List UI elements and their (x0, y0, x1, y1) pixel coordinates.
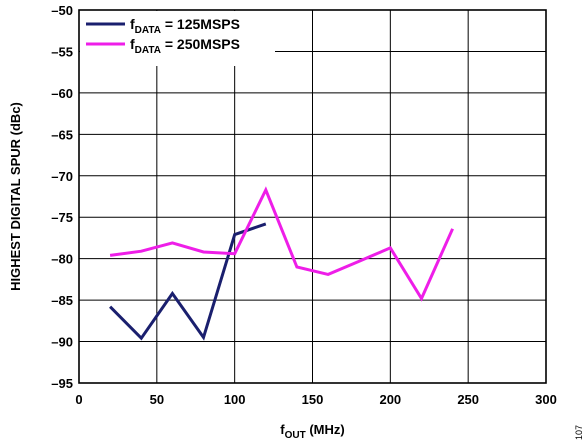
y-tick-label: –90 (51, 335, 73, 350)
x-axis-title-main: f (280, 422, 285, 437)
x-tick-label: 200 (379, 392, 401, 407)
plot-frame (78, 9, 547, 384)
x-axis-title-unit: (MHz) (306, 422, 345, 437)
legend-label-2: fDATA = 250MSPS (130, 36, 240, 56)
legend-background (80, 11, 275, 66)
figure-id: 107 (574, 425, 584, 440)
x-tick-label: 300 (535, 392, 557, 407)
y-tick-label: –60 (51, 86, 73, 101)
legend-label-subscript: DATA (135, 25, 161, 36)
x-tick-label: 50 (150, 392, 164, 407)
legend-label-main: f (130, 36, 135, 52)
x-axis-title: fOUT (MHz) (280, 422, 344, 441)
x-tick-label: 250 (457, 392, 479, 407)
series-line-1 (109, 222, 267, 341)
x-axis-title-subscript: OUT (285, 430, 306, 441)
y-tick-label: –70 (51, 169, 73, 184)
legend-label-rest: = 250MSPS (161, 36, 240, 52)
series-line-2 (109, 186, 454, 302)
legend-label-main: f (130, 16, 135, 32)
y-tick-label: –55 (51, 44, 73, 59)
legend-label-1: fDATA = 125MSPS (130, 16, 240, 36)
legend-label-rest: = 125MSPS (161, 16, 240, 32)
y-tick-label: –95 (51, 376, 73, 391)
x-tick-labels: 0 50 100 150 200 250 300 (75, 392, 556, 407)
y-axis-title: HIGHEST DIGITAL SPUR (dBc) (8, 102, 23, 291)
x-tick-label: 0 (75, 392, 82, 407)
y-tick-label: –65 (51, 127, 73, 142)
y-tick-labels: –50 –55 –60 –65 –70 –75 –80 –85 –90 –95 (51, 3, 73, 391)
legend-label-subscript: DATA (135, 45, 161, 56)
y-tick-label: –75 (51, 210, 73, 225)
series-layer (109, 186, 454, 341)
x-tick-label: 100 (224, 392, 246, 407)
x-tick-label: 150 (302, 392, 324, 407)
y-tick-label: –80 (51, 252, 73, 267)
y-tick-label: –50 (51, 3, 73, 18)
y-tick-label: –85 (51, 293, 73, 308)
